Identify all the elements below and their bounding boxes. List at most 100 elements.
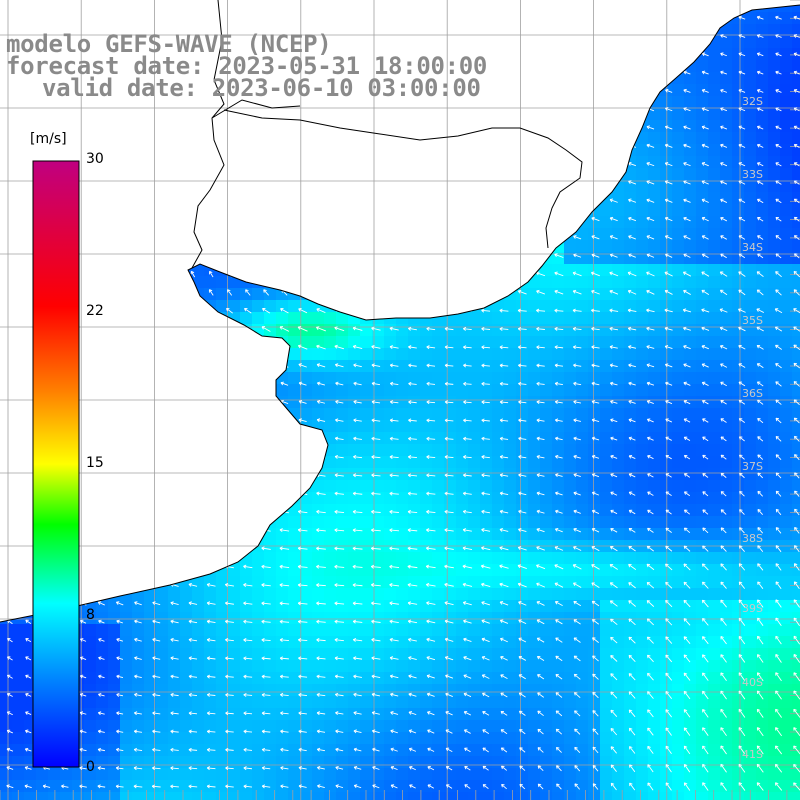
wind-arrow: [628, 691, 636, 699]
wind-arrow: [609, 253, 618, 258]
wind-arrow: [463, 198, 472, 204]
wind-arrow: [793, 563, 800, 571]
wind-arrow: [628, 70, 636, 75]
wind-arrow: [554, 418, 563, 423]
wind-arrow: [188, 619, 198, 624]
wind-arrow: [316, 546, 326, 551]
wind-arrow: [720, 52, 728, 57]
wind-arrow: [426, 345, 436, 350]
wind-arrow: [591, 143, 600, 148]
wind-arrow: [352, 564, 363, 569]
wind-arrow: [426, 308, 436, 313]
wind-arrow: [572, 271, 582, 277]
wind-arrow: [245, 105, 250, 114]
wind-arrow: [554, 564, 564, 570]
wind-arrow: [261, 546, 271, 551]
wind-arrow: [701, 253, 709, 259]
wind-arrow: [444, 271, 454, 277]
wind-arrow: [536, 527, 545, 533]
wind-arrow: [206, 656, 216, 661]
wind-arrow: [701, 235, 709, 240]
wind-arrow: [408, 271, 417, 277]
wind-arrow: [115, 601, 124, 606]
wind-arrow: [334, 637, 344, 642]
wind-arrow: [646, 216, 655, 222]
wind-arrow: [372, 765, 380, 770]
wind-arrow: [739, 454, 745, 460]
wind-arrow: [573, 418, 581, 423]
wind-arrow: [99, 288, 104, 297]
wind-arrow: [243, 454, 252, 459]
wind-arrow: [171, 307, 178, 314]
wind-arrow: [609, 289, 619, 295]
wind-arrow: [702, 782, 709, 791]
wind-arrow: [646, 161, 655, 167]
wind-arrow: [609, 125, 618, 130]
wind-arrow: [282, 160, 287, 168]
wind-arrow: [135, 178, 140, 187]
wind-arrow: [555, 491, 563, 496]
wind-arrow: [206, 509, 216, 514]
wind-arrow: [409, 124, 416, 131]
wind-arrow: [425, 564, 436, 569]
wind-arrow: [536, 51, 545, 58]
wind-arrow: [702, 436, 709, 442]
wind-arrow: [427, 784, 435, 789]
wind-arrow: [79, 674, 87, 679]
wind-arrow: [281, 271, 288, 278]
wind-arrow: [683, 745, 691, 755]
wind-arrow: [592, 673, 599, 680]
wind-arrow: [6, 711, 13, 716]
wind-arrow: [481, 308, 491, 313]
wind-arrow: [665, 491, 672, 497]
wind-arrow: [683, 107, 691, 112]
wind-arrow: [225, 326, 234, 332]
wind-arrow: [152, 729, 161, 734]
wind-arrow: [336, 105, 342, 114]
wind-arrow: [225, 491, 234, 496]
wind-arrow: [757, 635, 764, 645]
wind-arrow: [171, 436, 179, 442]
wind-arrow: [609, 161, 618, 167]
wind-arrow: [190, 289, 196, 296]
wind-arrow: [352, 601, 363, 606]
wind-arrow: [647, 527, 654, 533]
wind-arrow: [263, 289, 270, 296]
wind-arrow: [702, 527, 709, 534]
wind-arrow: [25, 656, 32, 661]
wind-arrow: [225, 436, 234, 441]
model-title: modelo GEFS-WAVE (NCEP): [6, 30, 332, 58]
wind-arrow: [116, 729, 124, 734]
wind-arrow: [354, 161, 361, 168]
wind-arrow: [683, 125, 691, 130]
wind-arrow: [647, 473, 654, 478]
wind-arrow: [116, 711, 124, 716]
wind-arrow: [25, 178, 31, 187]
wind-arrow: [445, 710, 453, 716]
wind-arrow: [355, 32, 360, 40]
wind-arrow: [373, 32, 379, 40]
wind-arrow: [135, 233, 140, 242]
wind-arrow: [245, 197, 251, 205]
wind-arrow: [317, 271, 325, 277]
wind-arrow: [135, 160, 140, 169]
wind-arrow: [152, 674, 161, 679]
wind-arrow: [664, 271, 673, 277]
wind-arrow: [572, 308, 582, 313]
wind-arrow: [463, 656, 472, 661]
wind-arrow: [646, 326, 655, 331]
wind-arrow: [554, 88, 563, 94]
wind-arrow: [574, 783, 581, 790]
wind-arrow: [190, 160, 195, 169]
wind-arrow: [279, 564, 290, 569]
wind-arrow: [683, 70, 691, 75]
wind-arrow: [227, 142, 232, 150]
wind-arrow: [426, 234, 435, 241]
wind-arrow: [188, 656, 198, 661]
wind-arrow: [720, 235, 727, 240]
wind-arrow: [25, 105, 31, 114]
wind-arrow: [775, 34, 782, 38]
wind-arrow: [664, 216, 673, 222]
wind-arrow: [97, 601, 105, 606]
wind-arrow: [518, 619, 527, 625]
